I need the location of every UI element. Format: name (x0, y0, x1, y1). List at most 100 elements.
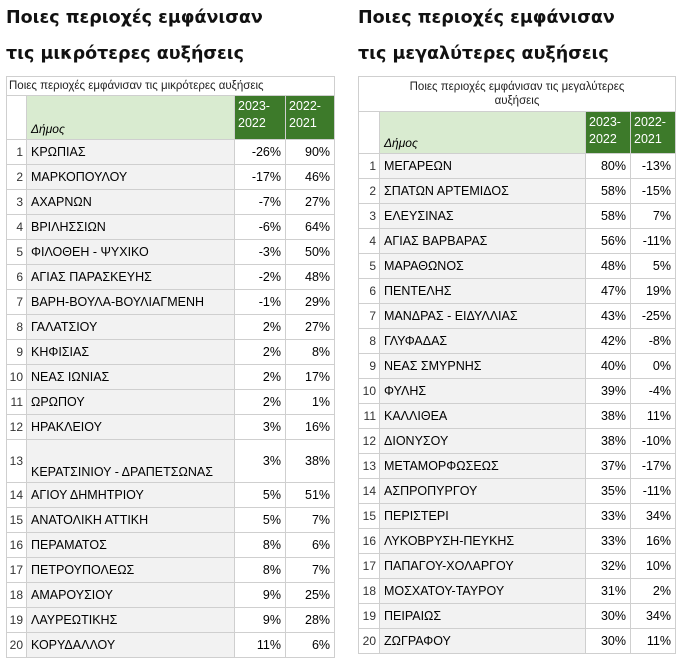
municipality-cell: ΜΑΡΚΟΠΟΥΛΟΥ (26, 164, 235, 190)
largest-increases-panel: Ποιες περιοχές εμφάνισαν τις μεγαλύτερες… (358, 0, 676, 654)
change-2022-2021-cell: 11% (630, 403, 676, 429)
municipality-cell: ΒΑΡΗ-ΒΟΥΛΑ-ΒΟΥΛΙΑΓΜΕΝΗ (26, 289, 235, 315)
change-2022-2021-cell: 6% (284, 632, 336, 658)
table-row: 20 ΖΩΓΡΑΦΟΥ 30% 11% (358, 628, 676, 654)
municipality-cell: ΑΣΠΡΟΠΥΡΓΟΥ (379, 478, 586, 504)
rank-cell: 16 (358, 528, 380, 554)
change-2022-2021-cell: 7% (284, 557, 336, 583)
change-2023-2022-cell: 3% (234, 439, 286, 483)
municipality-cell: ΛΥΚΟΒΡΥΣΗ-ΠΕΥΚΗΣ (379, 528, 586, 554)
municipality-cell: ΜΕΤΑΜΟΡΦΩΣΕΩΣ (379, 453, 586, 479)
rank-cell: 9 (6, 339, 27, 365)
rank-cell: 6 (6, 264, 27, 290)
change-2022-2021-cell: -4% (630, 378, 676, 404)
change-2022-2021-cell: 7% (630, 203, 676, 229)
rank-cell: 2 (6, 164, 27, 190)
change-2023-2022-cell: 3% (234, 414, 286, 440)
change-2023-2022-cell: 2% (234, 339, 286, 365)
municipality-cell: ΖΩΓΡΑΦΟΥ (379, 628, 586, 654)
change-2022-2021-cell: -10% (630, 428, 676, 454)
municipality-cell: ΠΑΠΑΓΟΥ-ΧΟΛΑΡΓΟΥ (379, 553, 586, 579)
change-2023-2022-cell: 30% (585, 603, 631, 629)
table-row: 14 ΑΣΠΡΟΠΥΡΓΟΥ 35% -11% (358, 478, 676, 504)
change-2022-2021-cell: -11% (630, 228, 676, 254)
municipality-cell: ΚΟΡΥΔΑΛΛΟΥ (26, 632, 235, 658)
rank-cell: 16 (6, 532, 27, 558)
municipality-cell: ΠΕΝΤΕΛΗΣ (379, 278, 586, 304)
rank-cell: 20 (6, 632, 27, 658)
change-2022-2021-cell: 64% (284, 214, 336, 240)
municipality-cell: ΑΓΙΟΥ ΔΗΜΗΤΡΙΟΥ (26, 482, 235, 508)
change-2023-2022-cell: -7% (234, 189, 286, 215)
municipality-cell: ΜΟΣΧΑΤΟΥ-ΤΑΥΡΟΥ (379, 578, 586, 604)
municipality-cell: ΑΓΙΑΣ ΒΑΡΒΑΡΑΣ (379, 228, 586, 254)
change-2023-2022-cell: 8% (234, 557, 286, 583)
municipality-cell: ΜΕΓΑΡΕΩΝ (379, 153, 586, 179)
municipality-cell: ΕΛΕΥΣΙΝΑΣ (379, 203, 586, 229)
table-row: 8 ΓΑΛΑΤΣΙΟΥ 2% 27% (6, 314, 336, 340)
table-row: 16 ΠΕΡΑΜΑΤΟΣ 8% 6% (6, 532, 336, 558)
change-2023-2022-cell: 47% (585, 278, 631, 304)
change-2023-2022-cell: 11% (234, 632, 286, 658)
change-2023-2022-cell: 40% (585, 353, 631, 379)
municipality-cell: ΚΡΩΠΙΑΣ (26, 139, 235, 165)
change-2023-2022-cell: 37% (585, 453, 631, 479)
table-row: 3 ΑΧΑΡΝΩΝ -7% 27% (6, 189, 336, 215)
municipality-cell: ΠΕΤΡΟΥΠΟΛΕΩΣ (26, 557, 235, 583)
change-2023-2022-cell: 43% (585, 303, 631, 329)
change-2023-2022-cell: 58% (585, 178, 631, 204)
change-2023-2022-cell: 35% (585, 478, 631, 504)
municipality-cell: ΑΓΙΑΣ ΠΑΡΑΣΚΕΥΗΣ (26, 264, 235, 290)
municipality-cell: ΒΡΙΛΗΣΣΙΩΝ (26, 214, 235, 240)
change-2022-2021-cell: 7% (284, 507, 336, 533)
table-caption: Ποιες περιοχές εμφάνισαν τις μεγαλύτερες… (358, 76, 676, 112)
rank-cell: 14 (358, 478, 380, 504)
rank-cell: 3 (358, 203, 380, 229)
change-2023-2022-cell: 8% (234, 532, 286, 558)
rank-cell: 7 (6, 289, 27, 315)
change-2023-2022-cell: 80% (585, 153, 631, 179)
municipality-cell: ΚΕΡΑΤΣΙΝΙΟΥ - ΔΡΑΠΕΤΣΩΝΑΣ (26, 439, 235, 483)
table-row: 16 ΛΥΚΟΒΡΥΣΗ-ΠΕΥΚΗΣ 33% 16% (358, 528, 676, 554)
table-row: 14 ΑΓΙΟΥ ΔΗΜΗΤΡΙΟΥ 5% 51% (6, 482, 336, 508)
table-row: 3 ΕΛΕΥΣΙΝΑΣ 58% 7% (358, 203, 676, 229)
change-2022-2021-cell: 90% (284, 139, 336, 165)
table-row: 10 ΦΥΛΗΣ 39% -4% (358, 378, 676, 404)
rank-cell: 13 (358, 453, 380, 479)
rank-cell: 1 (6, 139, 27, 165)
table-row: 7 ΜΑΝΔΡΑΣ - ΕΙΔΥΛΛΙΑΣ 43% -25% (358, 303, 676, 329)
rank-cell: 5 (6, 239, 27, 265)
change-2022-2021-cell: -8% (630, 328, 676, 354)
rank-cell: 18 (358, 578, 380, 604)
municipality-cell: ΗΡΑΚΛΕΙΟΥ (26, 414, 235, 440)
rank-cell: 18 (6, 582, 27, 608)
change-2023-2022-cell: 56% (585, 228, 631, 254)
municipality-cell: ΚΑΛΛΙΘΕΑ (379, 403, 586, 429)
table-row: 11 ΩΡΩΠΟΥ 2% 1% (6, 389, 336, 415)
rank-cell: 17 (358, 553, 380, 579)
municipality-cell: ΛΑΥΡΕΩΤΙΚΗΣ (26, 607, 235, 633)
change-2022-2021-cell: 38% (284, 439, 336, 483)
table-row: 1 ΚΡΩΠΙΑΣ -26% 90% (6, 139, 336, 165)
change-2023-2022-cell: 2% (234, 364, 286, 390)
municipality-cell: ΓΑΛΑΤΣΙΟΥ (26, 314, 235, 340)
change-2022-2021-cell: 1% (284, 389, 336, 415)
municipality-cell: ΝΕΑΣ ΙΩΝΙΑΣ (26, 364, 235, 390)
change-2023-2022-cell: -1% (234, 289, 286, 315)
municipality-cell: ΝΕΑΣ ΣΜΥΡΝΗΣ (379, 353, 586, 379)
rank-cell: 19 (6, 607, 27, 633)
col-2022-2021-header: 2022-2021 (284, 95, 336, 140)
change-2023-2022-cell: 48% (585, 253, 631, 279)
change-2023-2022-cell: 38% (585, 403, 631, 429)
change-2022-2021-cell: 28% (284, 607, 336, 633)
smallest-increases-panel: Ποιες περιοχές εμφάνισαν τις μικρότερες … (5, 0, 336, 658)
rank-cell: 3 (6, 189, 27, 215)
municipality-cell: ΑΝΑΤΟΛΙΚΗ ΑΤΤΙΚΗ (26, 507, 235, 533)
change-2023-2022-cell: 32% (585, 553, 631, 579)
table-row: 1 ΜΕΓΑΡΕΩΝ 80% -13% (358, 153, 676, 179)
municipality-cell: ΠΕΡΑΜΑΤΟΣ (26, 532, 235, 558)
rank-cell: 7 (358, 303, 380, 329)
table-row: 12 ΔΙΟΝΥΣΟΥ 38% -10% (358, 428, 676, 454)
rank-cell: 8 (358, 328, 380, 354)
rank-cell: 11 (358, 403, 380, 429)
